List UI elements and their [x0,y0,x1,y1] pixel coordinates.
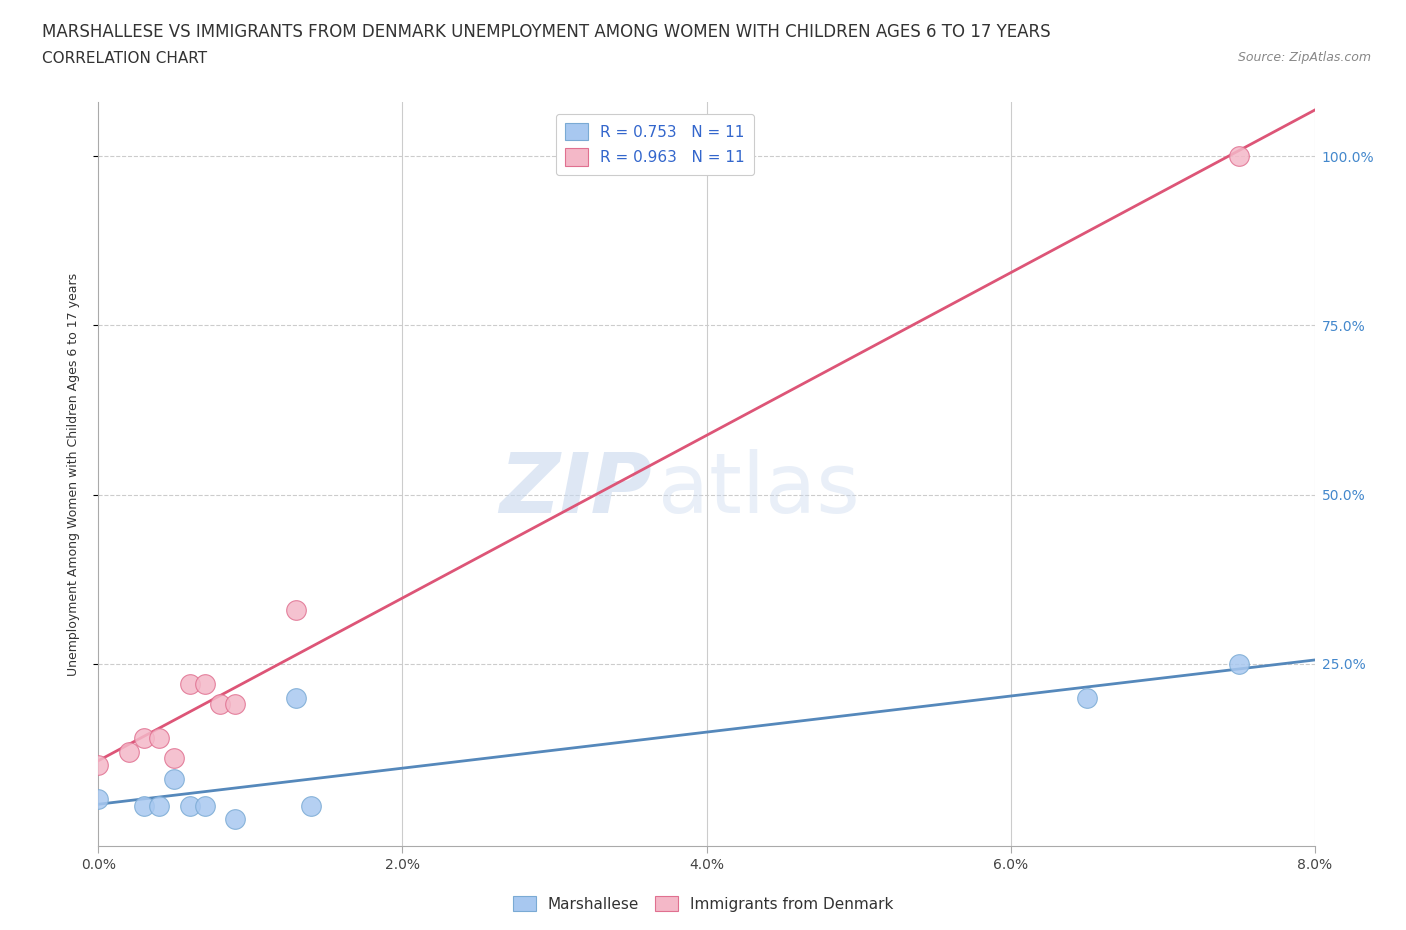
Point [299,798,322,813]
Point [224,697,246,711]
Point [179,676,201,691]
Point [87,758,110,773]
Point [209,697,232,711]
Point [118,744,141,759]
Point [163,751,186,765]
Text: ZIP: ZIP [499,448,652,530]
Text: CORRELATION CHART: CORRELATION CHART [42,51,207,66]
Text: Source: ZipAtlas.com: Source: ZipAtlas.com [1237,51,1371,64]
Legend: Marshallese, Immigrants from Denmark: Marshallese, Immigrants from Denmark [506,889,900,918]
Point [179,798,201,813]
Point [87,791,110,806]
Text: MARSHALLESE VS IMMIGRANTS FROM DENMARK UNEMPLOYMENT AMONG WOMEN WITH CHILDREN AG: MARSHALLESE VS IMMIGRANTS FROM DENMARK U… [42,23,1050,41]
Legend: R = 0.753   N = 11, R = 0.963   N = 11: R = 0.753 N = 11, R = 0.963 N = 11 [555,113,754,175]
Point [194,676,217,691]
Point [1227,657,1250,671]
Point [163,771,186,786]
Point [1227,149,1250,164]
Point [132,798,155,813]
Text: atlas: atlas [658,448,859,530]
Y-axis label: Unemployment Among Women with Children Ages 6 to 17 years: Unemployment Among Women with Children A… [67,272,80,676]
Point [285,602,308,617]
Point [194,798,217,813]
Point [285,690,308,705]
Point [1076,690,1098,705]
Point [224,812,246,827]
Point [132,731,155,746]
Point [148,731,170,746]
Point [148,798,170,813]
